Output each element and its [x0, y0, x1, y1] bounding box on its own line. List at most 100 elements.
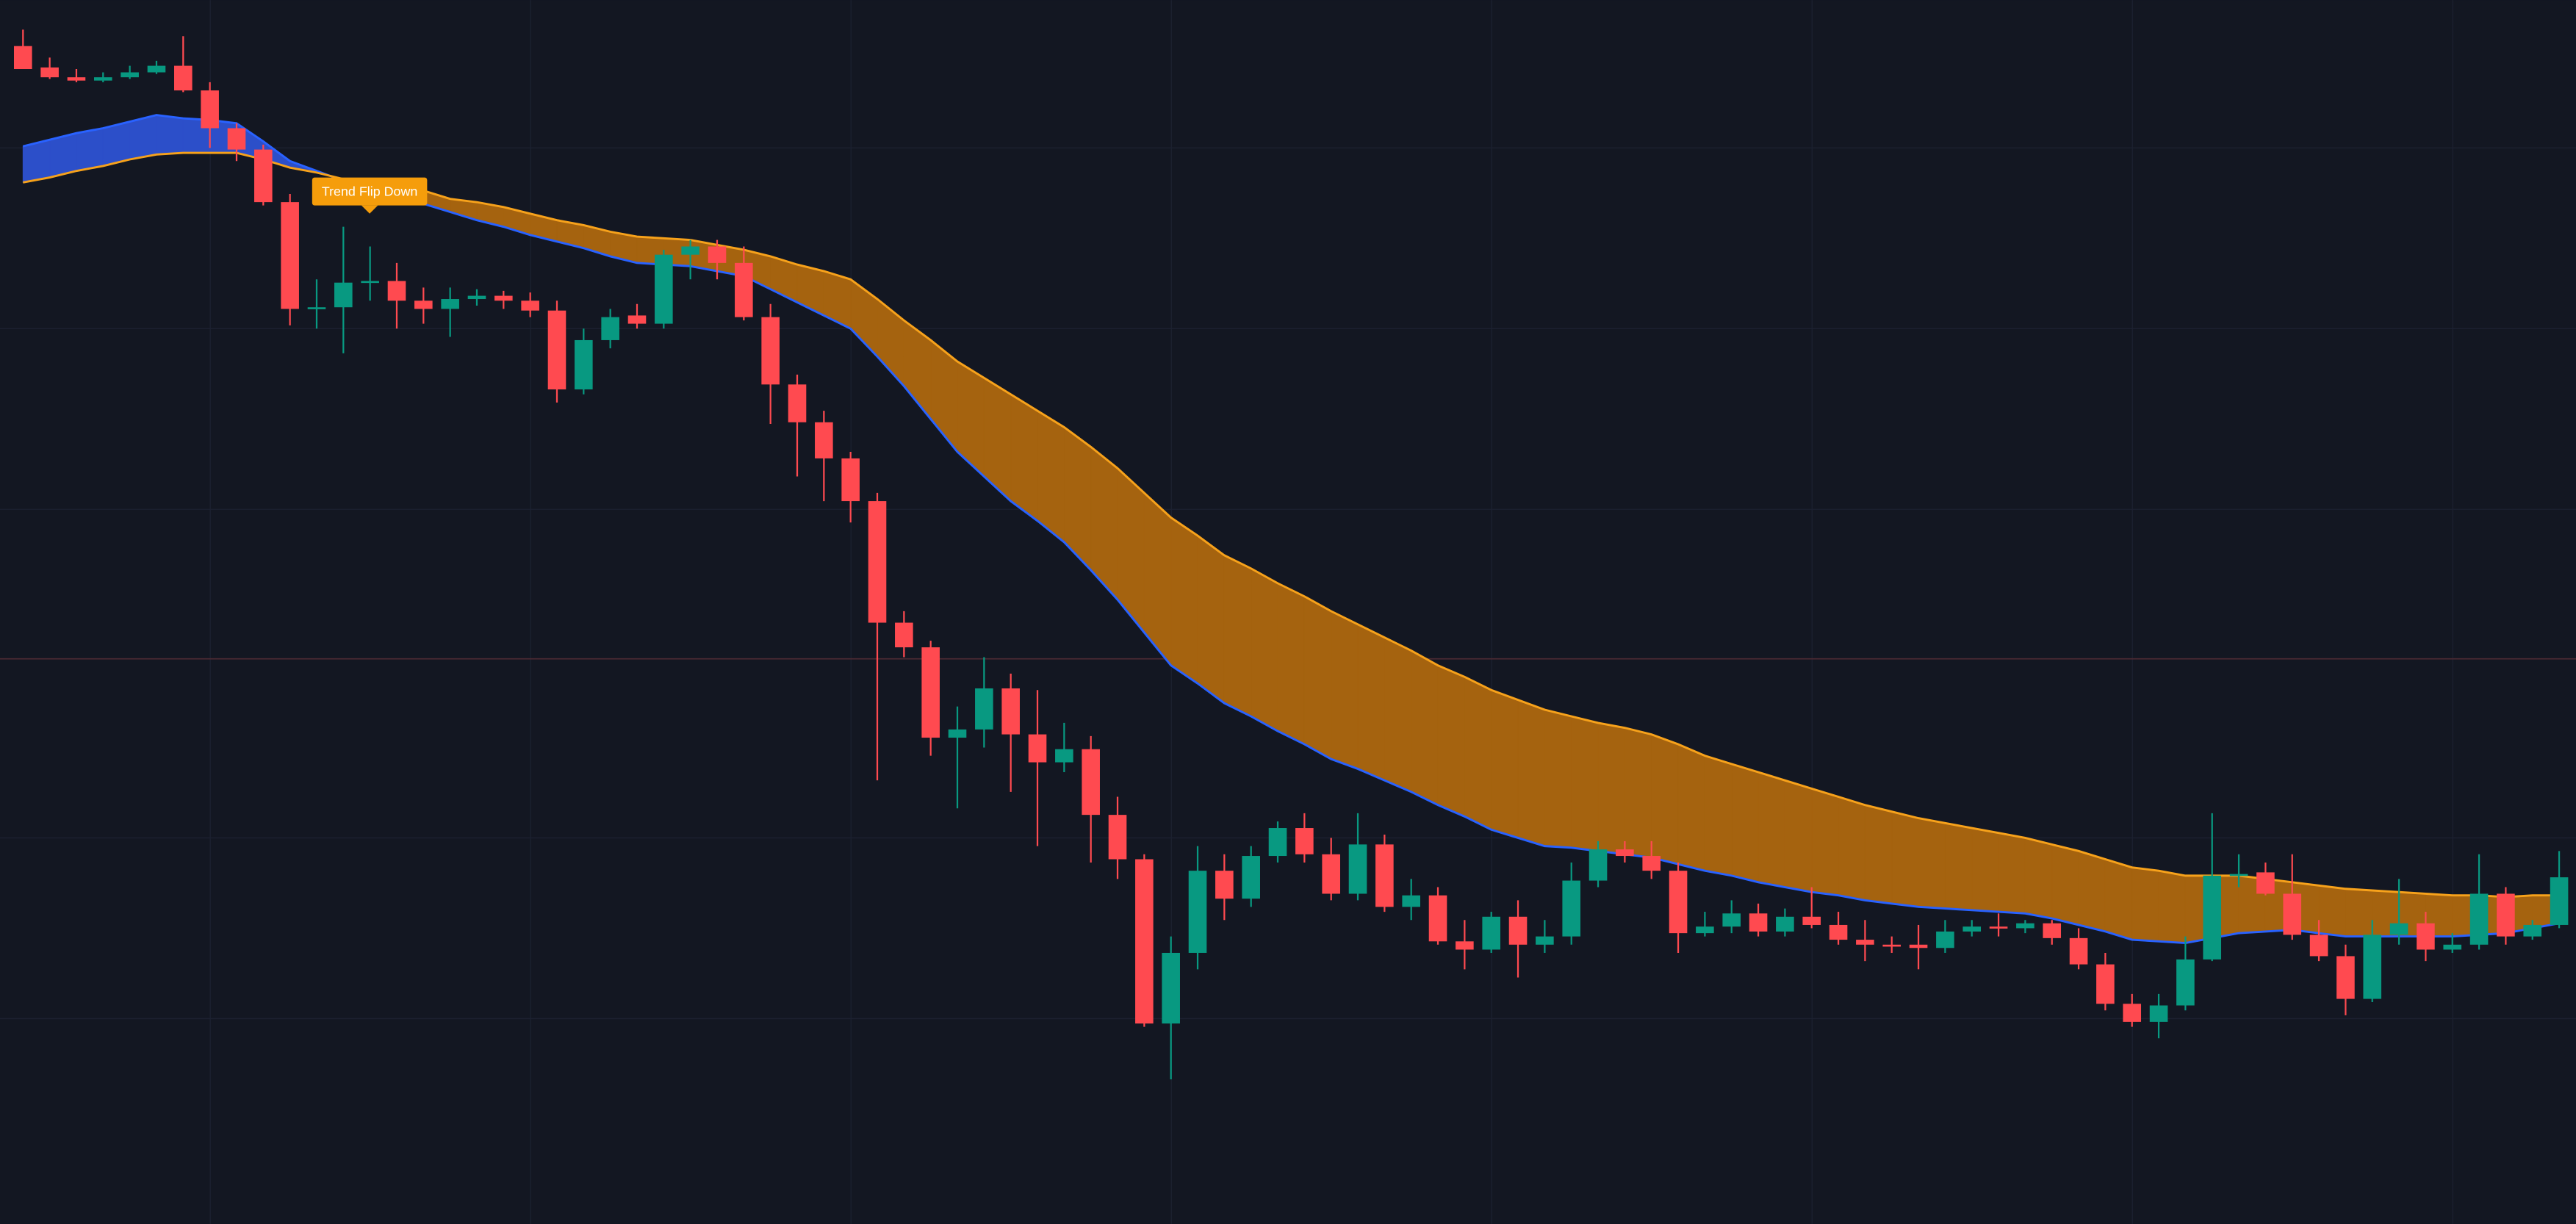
candle-body — [655, 254, 673, 324]
candle-body — [2417, 923, 2435, 950]
candle-body — [174, 65, 193, 91]
candle-body — [2336, 956, 2355, 999]
band-fill — [1651, 733, 1679, 865]
band-fill — [1891, 811, 1919, 907]
annotation: Trend Flip Down — [312, 177, 428, 214]
ma-line — [23, 151, 2560, 899]
candle-body — [201, 90, 219, 129]
band-fill — [1944, 822, 1973, 911]
candle-body — [67, 77, 86, 81]
candle-body — [1242, 856, 1260, 899]
band-fill — [1411, 649, 1439, 806]
candle-body — [1055, 749, 1073, 763]
candle-body — [1749, 913, 1768, 932]
band-fill — [1464, 676, 1492, 830]
candle-body — [1722, 913, 1741, 927]
candle-body — [387, 281, 406, 301]
candle-body — [334, 282, 353, 308]
candle-body — [2469, 893, 2489, 945]
band-fill — [1384, 636, 1412, 793]
band-fill — [1624, 727, 1652, 858]
candle-body — [1536, 936, 1554, 945]
candle-body — [1776, 916, 1794, 932]
candle-body — [2497, 893, 2515, 937]
candle-body — [1028, 734, 1047, 763]
candle-body — [361, 281, 379, 284]
candle-body — [735, 262, 753, 317]
band-fill — [1838, 796, 1866, 901]
candle-body — [1829, 924, 1848, 940]
candle-body — [2096, 964, 2115, 1004]
band-fill — [1918, 818, 1946, 910]
band-fill — [2024, 837, 2053, 919]
candle-body — [895, 622, 913, 648]
band-fill — [1303, 595, 1332, 760]
band-fill — [1998, 832, 2026, 914]
band-fill — [1731, 763, 1759, 883]
band-fill — [1704, 755, 1733, 876]
candle-body — [1802, 916, 1821, 925]
plot — [14, 29, 2569, 1080]
band-fill — [1811, 788, 1839, 896]
candle-body — [868, 501, 887, 623]
band-fill — [2158, 870, 2186, 944]
band-fill — [1971, 827, 1999, 912]
band-fill — [1277, 583, 1305, 745]
candle-body — [147, 65, 166, 73]
band-fill — [1010, 393, 1038, 522]
candle-body — [1162, 952, 1180, 1024]
candle-body — [1909, 944, 1928, 948]
band-fill — [1170, 516, 1198, 685]
band-fill — [1357, 624, 1385, 781]
candle-body — [1295, 828, 1314, 854]
candle-body — [2363, 935, 2382, 999]
band-fill — [1757, 771, 1785, 888]
candle-body — [14, 46, 32, 70]
candle-body — [2389, 923, 2408, 935]
candle-body — [2069, 937, 2088, 965]
candle-body — [1696, 926, 1714, 934]
candle-body — [1268, 828, 1287, 857]
band-fill — [1331, 611, 1359, 770]
candle-body — [1456, 941, 1474, 950]
band-fill — [1544, 709, 1572, 849]
band-fill — [1223, 555, 1252, 717]
band-fill — [2318, 885, 2346, 937]
candle-body — [1215, 871, 1234, 899]
candle-body — [1616, 849, 1634, 857]
candle-body — [40, 67, 59, 78]
candle-body — [1322, 854, 1340, 894]
candle-body — [2550, 877, 2569, 925]
candle-body — [1108, 815, 1127, 860]
candle-body — [948, 729, 967, 738]
band-fill — [1597, 722, 1625, 855]
candle-body — [2309, 935, 2328, 957]
candle-body — [414, 300, 433, 309]
candle-body — [1856, 940, 1874, 945]
candle-body — [2203, 875, 2222, 960]
candle-body — [1936, 931, 1954, 948]
candle-body — [2283, 893, 2302, 935]
band-fill — [76, 127, 104, 172]
candle-body — [1669, 871, 1688, 934]
candle-body — [2043, 923, 2062, 938]
candle-body — [601, 317, 619, 340]
ma-line — [22, 114, 2560, 945]
candle-body — [1882, 944, 1902, 947]
candle-body — [1962, 926, 1982, 932]
band-fill — [1571, 716, 1599, 852]
candle-body — [2256, 872, 2275, 894]
candle-body — [975, 688, 993, 730]
annotation-box — [312, 177, 428, 206]
band-fill — [1864, 804, 1893, 904]
band-fill — [1677, 744, 1705, 871]
band-fill — [1037, 410, 1065, 543]
candle-body — [2443, 944, 2462, 950]
candle-body — [788, 384, 807, 422]
candle-body — [841, 458, 860, 502]
candle-body — [2176, 959, 2195, 1006]
candle-body — [1348, 844, 1367, 894]
candle-body — [494, 295, 513, 301]
